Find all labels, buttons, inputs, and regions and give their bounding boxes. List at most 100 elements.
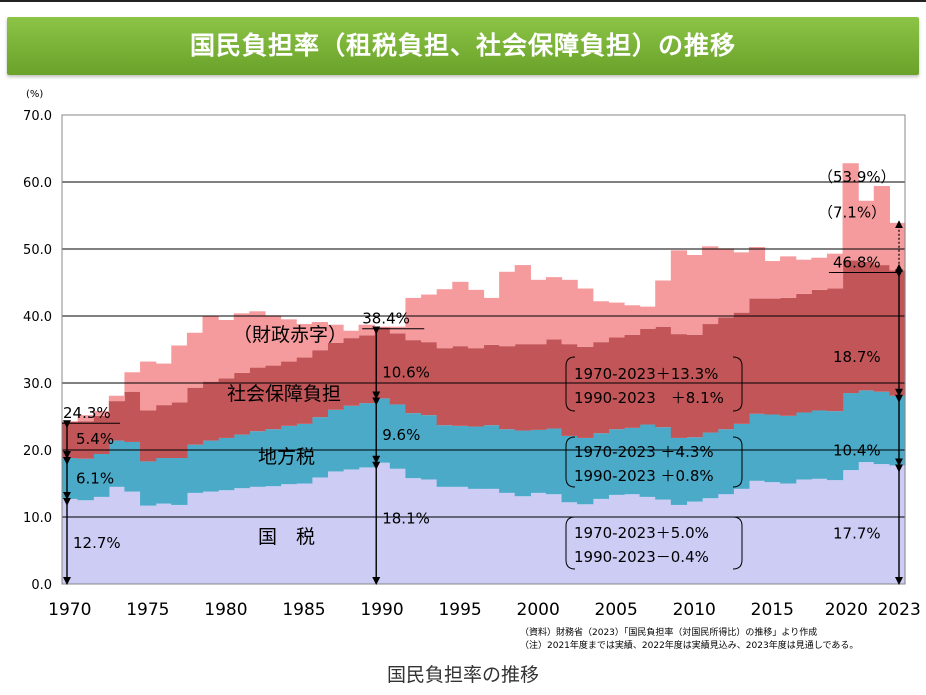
label-deficit: （財政赤字） — [233, 324, 347, 346]
x-tick-label: 1985 — [282, 600, 325, 620]
bar-segment — [858, 390, 875, 463]
bar-segment — [264, 365, 282, 430]
x-tick-label: 1970 — [48, 600, 91, 620]
bar-segment — [530, 429, 547, 493]
y-tick-label: 40.0 — [23, 310, 52, 325]
bar-segment — [733, 252, 750, 313]
bar-segment — [327, 409, 344, 472]
bar-segment — [780, 297, 797, 416]
y-tick-label: 60.0 — [23, 176, 52, 191]
bar-segment — [561, 502, 578, 584]
bar-segment — [530, 344, 547, 430]
bar-segment — [608, 429, 625, 495]
bar-segment — [296, 483, 313, 584]
y-tick-label: 0.0 — [31, 578, 52, 593]
bar-segment — [108, 395, 126, 402]
change-line-1970: 1970-2023＋13.3% — [574, 365, 718, 383]
bar-segment — [202, 440, 219, 492]
bar-segment — [733, 488, 750, 584]
bar-segment — [249, 311, 266, 368]
bar-segment — [639, 306, 656, 329]
bracket-right — [732, 436, 743, 488]
plot-frame — [61, 114, 906, 585]
bar-segment — [717, 429, 734, 495]
bar-segment — [264, 486, 282, 584]
bar-segment — [733, 312, 750, 424]
bar-segment — [639, 328, 656, 425]
source-note: （資料）財務省（2023）「国民負担率（対国民所得比）の推移」より作成 — [520, 626, 817, 638]
change-line-1990: 1990-2023 ＋0.8% — [574, 467, 714, 485]
label-local: 地方税 — [258, 446, 315, 468]
bar-segment — [389, 333, 407, 405]
burden-ratio-chart: 0.0 10.0 20.0 30.0 40.0 50.0 60.0 70.0 (%) 1970 19… — [23, 89, 921, 651]
bar-segment — [421, 479, 438, 584]
x-tick-label: 2023 — [878, 600, 921, 620]
bar-segment — [436, 486, 453, 584]
bar-segment — [343, 469, 360, 584]
bar-segment — [93, 496, 110, 584]
y-axis-unit: (%) — [26, 89, 43, 100]
bar-segment — [873, 186, 890, 266]
bar-segment — [858, 261, 875, 391]
y-tick-label: 20.0 — [23, 444, 52, 459]
bar-segment — [873, 265, 890, 392]
bar-segment — [592, 342, 609, 434]
bar-segment — [811, 410, 828, 479]
bar-segment — [233, 488, 250, 584]
bar-segment — [77, 458, 94, 501]
bar-segment — [218, 320, 235, 379]
bracket-left — [565, 436, 576, 488]
label-1990-total: 38.4% — [362, 310, 410, 328]
bar-segment — [358, 467, 375, 584]
bar-segment — [577, 504, 594, 584]
bar-segment — [826, 480, 844, 584]
bar-segment — [748, 413, 766, 481]
bar-segment — [405, 340, 422, 414]
x-tick-label: 1980 — [204, 600, 247, 620]
label-1970-local: 6.1% — [76, 469, 114, 487]
bar-segment — [842, 393, 859, 471]
bar-segment — [452, 486, 469, 584]
bar-segment — [811, 257, 828, 290]
bar-segment — [171, 345, 188, 403]
bar-segment — [452, 281, 469, 347]
bar-segment — [780, 256, 797, 298]
top-rule — [0, 0, 926, 2]
label-national: 国 税 — [258, 526, 315, 548]
bar-segment — [93, 415, 110, 455]
change-line-1990: 1990-2023－0.4% — [574, 548, 709, 566]
title-banner: 国民負担率（租税負担、社会保障負担）の推移 — [7, 17, 919, 75]
bar-segment — [889, 395, 906, 466]
bar-segment — [249, 431, 266, 487]
bar-segment — [108, 401, 126, 441]
bar-segment — [748, 480, 766, 584]
x-tick-label: 1975 — [126, 600, 169, 620]
x-tick-label: 2005 — [595, 600, 638, 620]
bar-segment — [826, 411, 844, 481]
bar-segment — [577, 346, 594, 438]
bar-segment — [233, 434, 250, 489]
bar-segment — [280, 361, 297, 426]
y-tick-label: 70.0 — [23, 109, 52, 124]
bar-segment — [624, 427, 641, 495]
bar-segment — [624, 334, 641, 428]
x-tick-label: 1990 — [360, 600, 403, 620]
bar-segment — [826, 288, 844, 412]
bar-segment — [889, 222, 906, 271]
label-2023-tax-social: 46.8% — [833, 253, 881, 271]
bar-segment — [218, 437, 235, 491]
bar-segment — [249, 486, 266, 584]
bar-segment — [686, 437, 703, 502]
bar-segment — [670, 250, 688, 335]
x-tick-label: 2015 — [751, 600, 794, 620]
bar-segment — [186, 387, 204, 445]
change-line-1970: 1970-2023 ＋4.3% — [574, 443, 714, 461]
bar-segment — [374, 326, 391, 328]
bar-segment — [889, 270, 906, 396]
bar-segment — [389, 468, 407, 584]
bar-segment — [124, 491, 141, 584]
bar-segment — [592, 498, 609, 584]
bar-segment — [717, 494, 734, 584]
bar-segment — [811, 478, 828, 584]
label-social: 社会保障負担 — [227, 383, 341, 405]
